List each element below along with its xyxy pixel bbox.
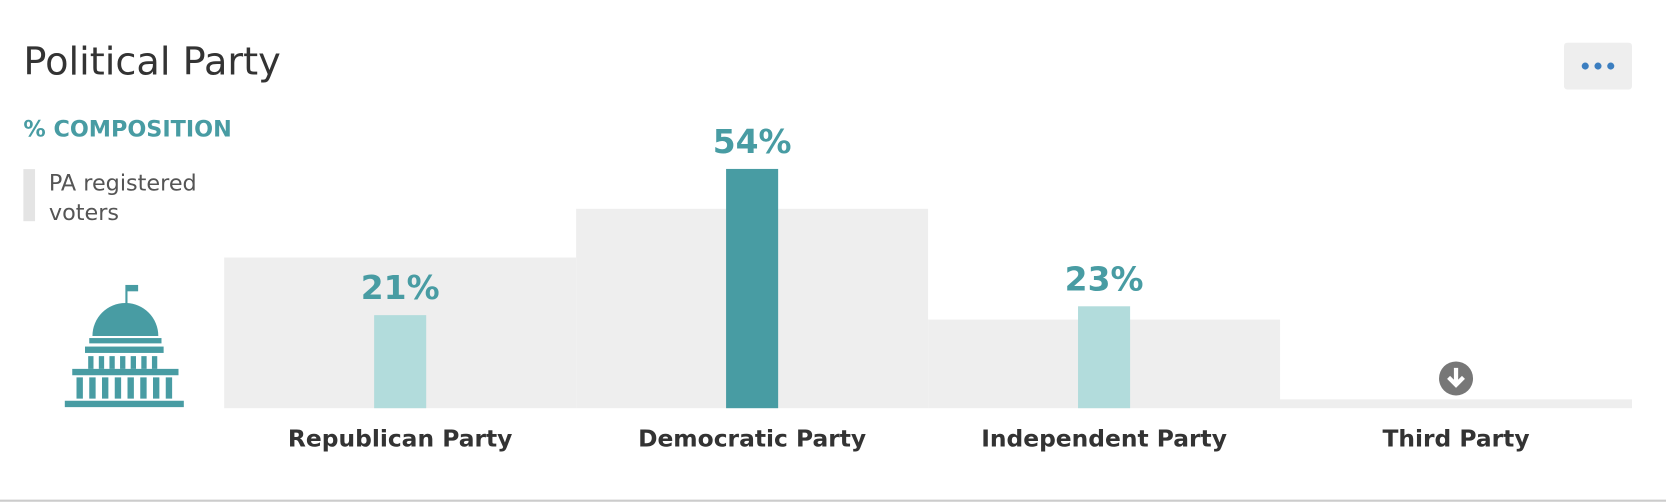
menu-dots <box>1581 62 1615 70</box>
value-label: 23% <box>1065 259 1144 298</box>
legend-label-box: PA registered voters <box>48 170 197 226</box>
icon-arrow <box>1447 367 1465 388</box>
x-tick-label: Third Party <box>1382 425 1529 453</box>
value-label: 54% <box>713 122 792 161</box>
chart-subtitle: % COMPOSITION <box>23 116 231 142</box>
low-value-icon <box>1439 361 1474 396</box>
x-tick-label: Republican Party <box>288 425 512 453</box>
legend-label: PA registered voters <box>48 170 197 226</box>
bar <box>374 315 427 409</box>
x-tick-label: Independent Party <box>981 425 1227 453</box>
bar <box>1078 306 1131 409</box>
bar <box>726 168 779 409</box>
benchmark-block <box>1280 399 1632 409</box>
plot: Republican Party 21% Democratic Party 54% In… <box>224 122 1632 453</box>
legend-swatch <box>23 169 36 222</box>
x-tick-label: Democratic Party <box>638 425 866 453</box>
value-label: 21% <box>361 268 440 307</box>
chart-title: Political Party <box>23 39 280 84</box>
capitol-icon <box>64 284 184 408</box>
